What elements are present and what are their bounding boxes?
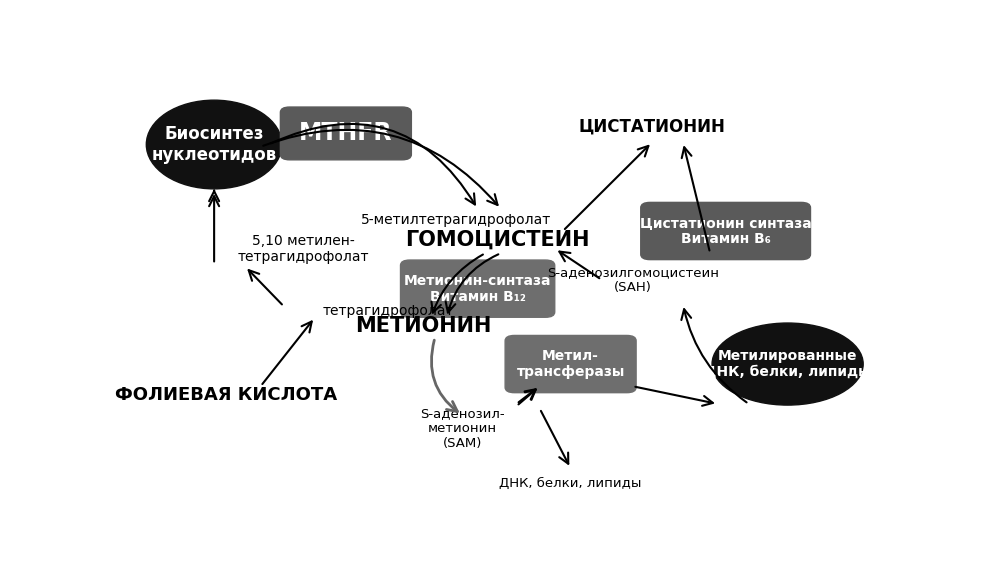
Text: ГОМОЦИСТЕИН: ГОМОЦИСТЕИН — [405, 230, 589, 250]
Text: ФОЛИЕВАЯ КИСЛОТА: ФОЛИЕВАЯ КИСЛОТА — [115, 386, 337, 404]
Text: Метилированные
ДНК, белки, липиды: Метилированные ДНК, белки, липиды — [704, 349, 871, 379]
Ellipse shape — [146, 100, 282, 189]
Text: тетрагидрофолат: тетрагидрофолат — [323, 304, 454, 318]
Text: 5,10 метилен-
тетрагидрофолат: 5,10 метилен- тетрагидрофолат — [237, 234, 369, 264]
Ellipse shape — [712, 323, 863, 405]
FancyBboxPatch shape — [280, 107, 411, 160]
Text: S-аденозил-
метионин
(SAM): S-аденозил- метионин (SAM) — [420, 407, 504, 450]
Text: Цистатионин синтаза
Витамин B₆: Цистатионин синтаза Витамин B₆ — [640, 216, 812, 246]
Text: Биосинтез
нуклеотидов: Биосинтез нуклеотидов — [152, 125, 277, 164]
Text: Метионин-синтаза
Витамин B₁₂: Метионин-синтаза Витамин B₁₂ — [404, 274, 551, 304]
FancyBboxPatch shape — [401, 260, 555, 317]
Text: Метил-
трансферазы: Метил- трансферазы — [516, 349, 625, 379]
Text: MTHFR: MTHFR — [299, 122, 393, 145]
FancyBboxPatch shape — [641, 202, 810, 260]
Text: ЦИСТАТИОНИН: ЦИСТАТИОНИН — [579, 118, 725, 136]
Text: ДНК, белки, липиды: ДНК, белки, липиды — [499, 478, 642, 490]
Text: S-аденозилгомоцистеин
(SAH): S-аденозилгомоцистеин (SAH) — [547, 266, 719, 294]
FancyBboxPatch shape — [505, 335, 636, 393]
Text: 5-метилтетрагидрофолат: 5-метилтетрагидрофолат — [361, 213, 552, 227]
Text: МЕТИОНИН: МЕТИОНИН — [355, 316, 492, 336]
